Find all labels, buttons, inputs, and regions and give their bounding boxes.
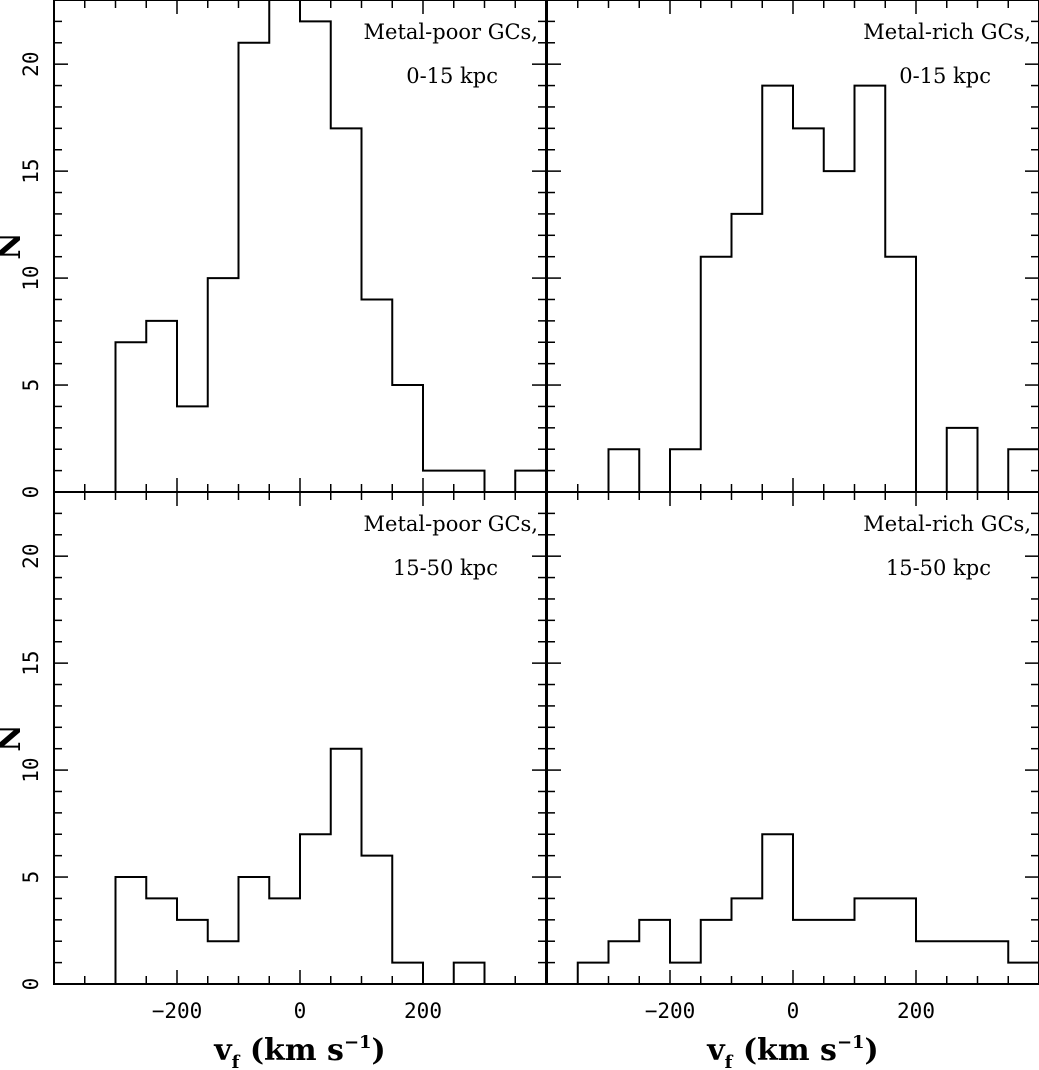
histogram-bar <box>947 428 978 492</box>
x-tick-label: 0 <box>787 999 800 1023</box>
histogram-series <box>607 84 1039 493</box>
histogram-bar <box>609 449 640 492</box>
histogram-bar <box>515 471 546 492</box>
histogram-bar <box>855 898 886 984</box>
histogram-bar <box>454 471 485 492</box>
y-tick-label: 5 <box>19 871 43 884</box>
panel-annotation-title: Metal-poor GCs, <box>364 20 538 44</box>
histogram-bar <box>885 257 916 492</box>
histogram-bar <box>824 920 855 984</box>
y-tick-label: 0 <box>19 486 43 499</box>
x-tick-label: 200 <box>897 999 935 1023</box>
histogram-bar <box>793 128 824 492</box>
y-axis-title: N <box>0 724 28 751</box>
histogram-bar <box>177 920 208 984</box>
y-tick-label: 15 <box>19 650 43 675</box>
histogram-bar <box>239 43 270 492</box>
histogram-bar <box>362 299 393 492</box>
histogram-bar <box>762 834 793 984</box>
y-tick-label: 5 <box>19 379 43 392</box>
x-tick-label: 0 <box>294 999 307 1023</box>
histogram-bar <box>239 877 270 984</box>
panel-annotation-title: Metal-rich GCs, <box>863 20 1031 44</box>
histogram-bar <box>454 963 485 984</box>
histogram-series <box>114 747 486 985</box>
histogram-bar <box>146 898 177 984</box>
y-tick-label: 10 <box>19 757 43 782</box>
panel-annotation-range: 15-50 kpc <box>886 556 991 580</box>
histogram-bar <box>177 406 208 492</box>
histogram-bar <box>639 920 670 984</box>
y-tick-label: 0 <box>19 978 43 991</box>
histogram-series <box>114 0 547 493</box>
histogram-bar <box>1008 963 1039 984</box>
panel-annotation-range: 0-15 kpc <box>406 64 498 88</box>
histogram-bar <box>392 963 423 984</box>
histogram-bar <box>578 963 609 984</box>
histogram-bar <box>701 920 732 984</box>
histogram-bar <box>885 898 916 984</box>
histogram-bar <box>855 86 886 492</box>
histogram-bar <box>732 214 763 492</box>
panel-annotation-title: Metal-rich GCs, <box>863 512 1031 536</box>
y-tick-label: 20 <box>19 544 43 569</box>
histogram-bar <box>269 0 300 492</box>
histogram-bar <box>978 941 1009 984</box>
y-tick-label: 15 <box>19 158 43 183</box>
histogram-bar <box>392 385 423 492</box>
y-tick-label: 20 <box>19 52 43 77</box>
histogram-bar <box>670 963 701 984</box>
histogram-bar <box>947 941 978 984</box>
histogram-bar <box>609 941 640 984</box>
histogram-bar <box>762 86 793 492</box>
panel-annotation-range: 15-50 kpc <box>393 556 498 580</box>
histogram-bar <box>732 898 763 984</box>
histogram-bar <box>824 171 855 492</box>
histogram-series <box>576 833 1039 984</box>
x-axis-title: vf (km s−1) <box>213 1032 386 1070</box>
histogram-bar <box>146 321 177 492</box>
x-axis-title: vf (km s−1) <box>706 1032 879 1070</box>
y-axis-title: N <box>0 232 28 259</box>
histogram-bar <box>208 941 239 984</box>
histogram-bar <box>701 257 732 492</box>
y-tick-label: 10 <box>19 265 43 290</box>
histogram-bar <box>916 941 947 984</box>
panel-annotation-range: 0-15 kpc <box>899 64 991 88</box>
histogram-bar <box>116 342 147 492</box>
histogram-bar <box>208 278 239 492</box>
histogram-bar <box>331 128 362 492</box>
x-tick-label: 200 <box>404 999 442 1023</box>
histogram-bar <box>670 449 701 492</box>
histogram-bar <box>300 21 331 492</box>
x-tick-label: −200 <box>645 999 696 1023</box>
histogram-bar <box>116 877 147 984</box>
histogram-bar <box>423 471 454 492</box>
histogram-bar <box>793 920 824 984</box>
panel-annotation-title: Metal-poor GCs, <box>364 512 538 536</box>
histogram-bar <box>331 749 362 984</box>
histogram-bar <box>300 834 331 984</box>
x-tick-label: −200 <box>152 999 203 1023</box>
histogram-bar <box>362 856 393 984</box>
histogram-bar <box>269 898 300 984</box>
